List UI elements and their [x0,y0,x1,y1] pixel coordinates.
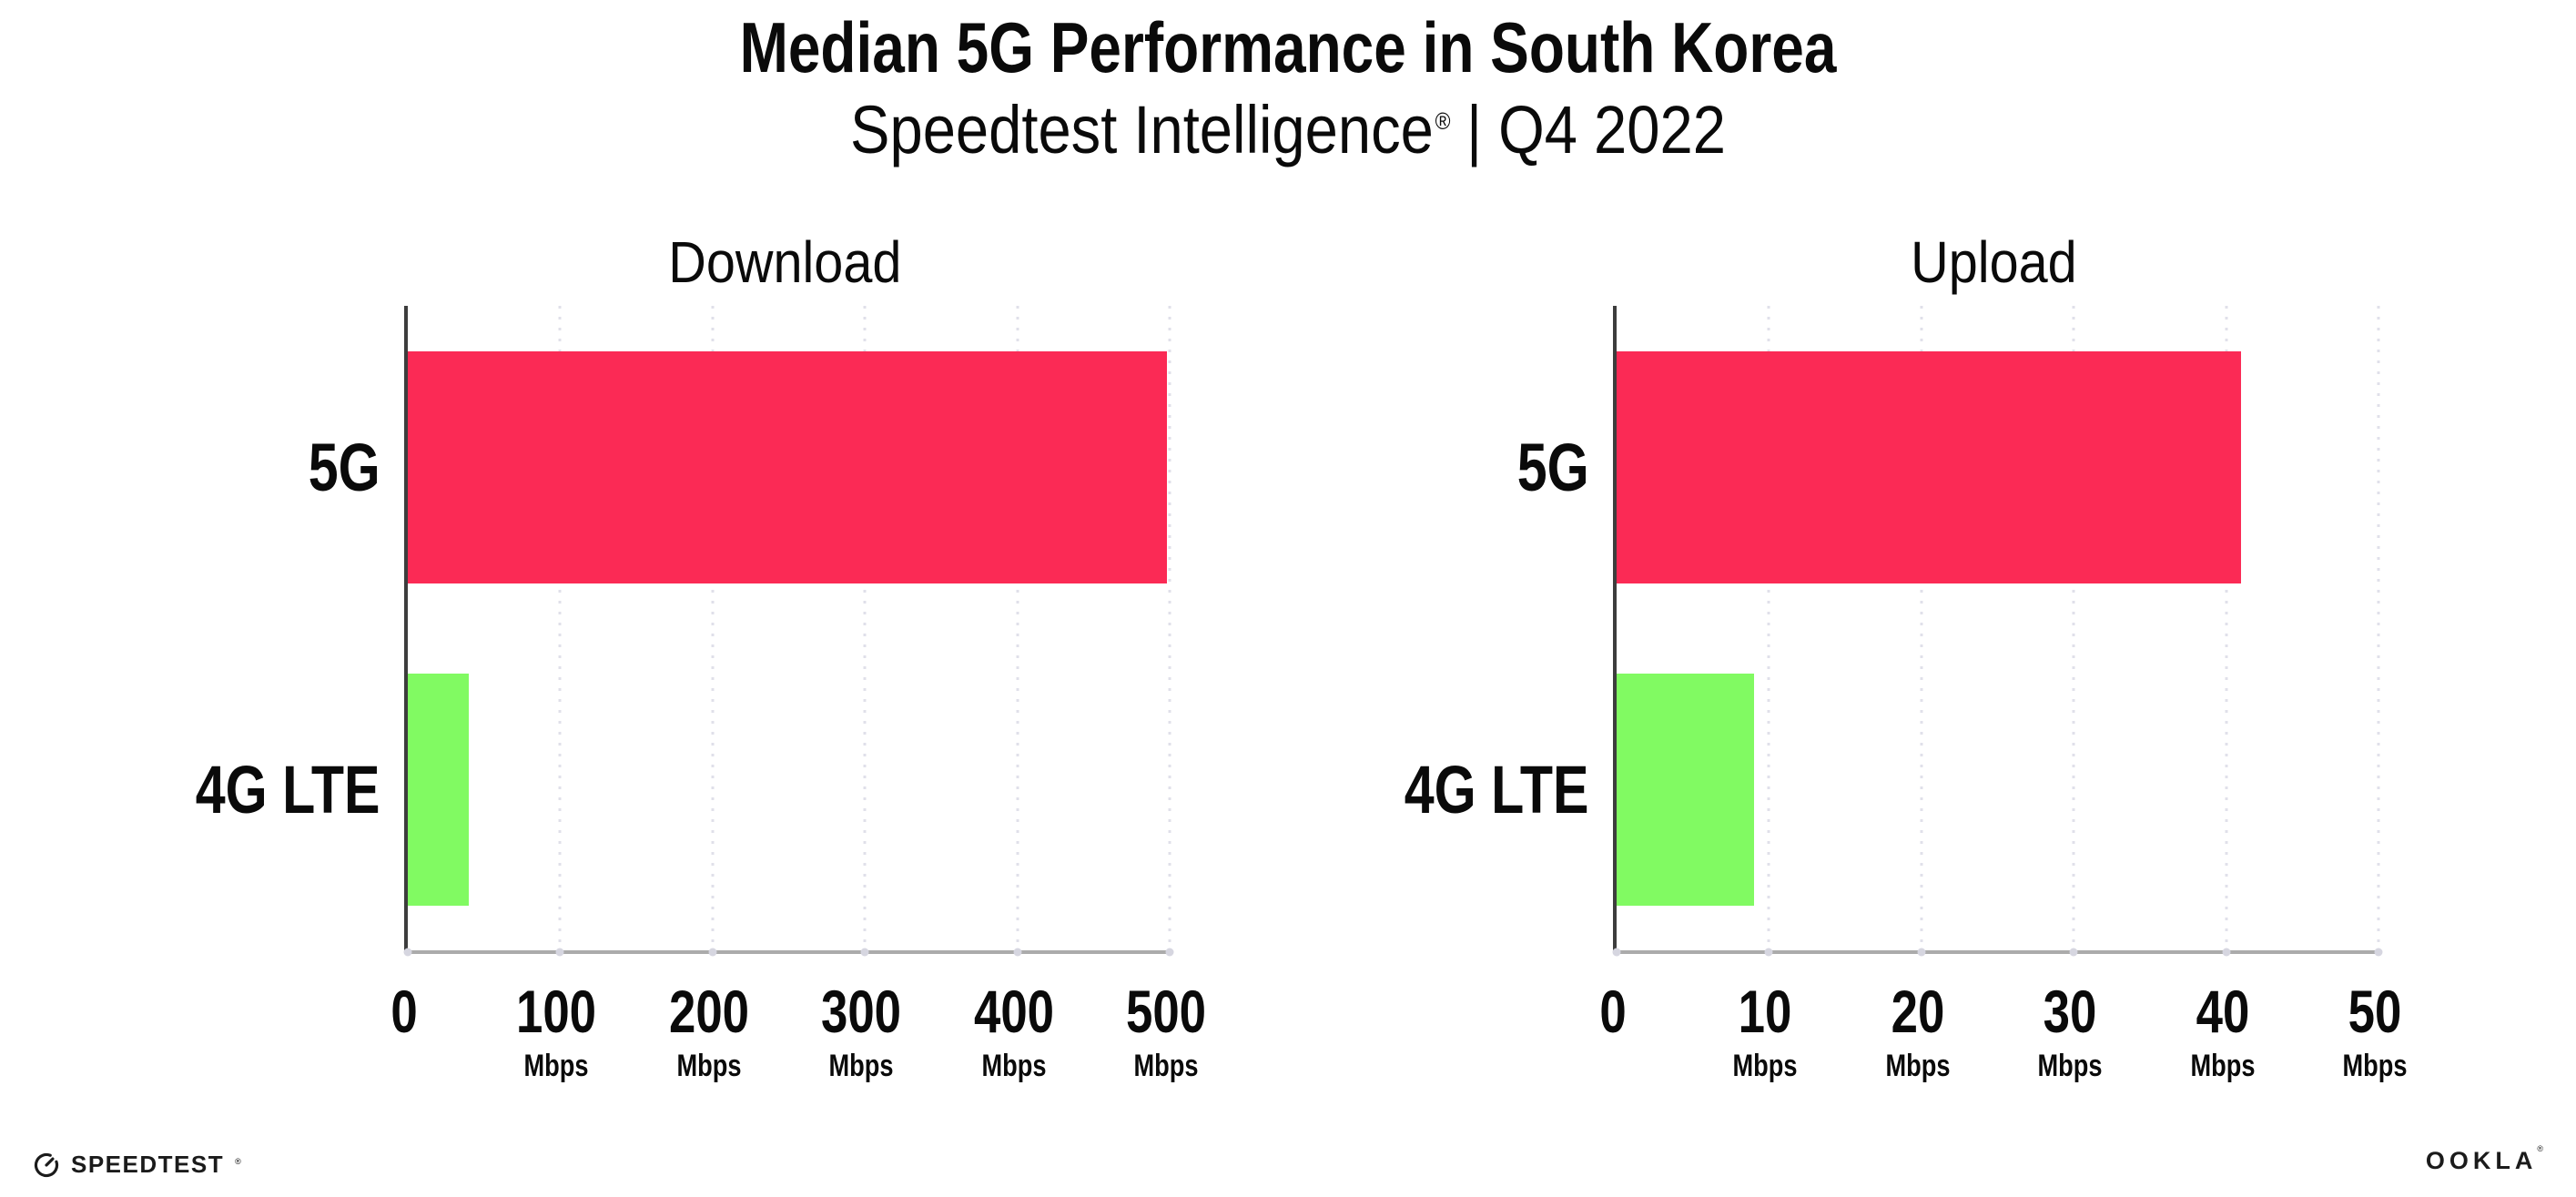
x-tick-unit: Mbps [981,1049,1047,1083]
x-axis: 0 10 Mbps 20 Mbps 30 Mbps 40 Mbps 50 Mbps [1599,950,2407,1114]
x-tick-label: 0 [388,981,421,1041]
x-tick-unit: Mbps [2037,1049,2103,1083]
gridline [711,306,715,950]
x-tick-value: 20 [1891,978,1945,1045]
bar-4g-lte [1617,673,1754,906]
y-axis-labels: 5G 4G LTE [137,306,404,950]
speedtest-gauge-icon [33,1151,60,1179]
x-tick-label: 50 Mbps [2335,981,2416,1081]
x-tick-value: 0 [1599,978,1627,1045]
x-tick-value: 30 [2043,978,2097,1045]
axis-tick-dot [708,948,717,957]
category-label-4g-lte: 4G LTE [1405,751,1589,827]
category-label-5g: 5G [1517,429,1589,505]
ookla-registered-mark: ® [2537,1144,2543,1153]
axis-tick-dot [555,948,564,957]
gridline [1016,306,1019,950]
gridline [1168,306,1171,950]
axis-tick-dot [403,948,412,957]
x-tick-value: 100 [516,978,597,1045]
axis-tick-dot [1013,948,1022,957]
x-tick-unit: Mbps [523,1049,589,1083]
chart-title: Upload [1613,224,2375,306]
plot-area [1612,306,2383,957]
chart-title: Download [404,224,1166,306]
x-tick-label: 40 Mbps [2182,981,2263,1081]
chart-download: Download 5G 4G LTE 0 100 Mbps 200 Mbps 300 Mbps… [137,224,1206,1114]
chart-title-text: Upload [1911,229,2077,295]
x-tick-label: 400 Mbps [964,981,1064,1081]
page-subtitle: Speedtest Intelligence® | Q4 2022 [155,93,2421,167]
x-tick-label: 20 Mbps [1877,981,1958,1081]
gridline [2377,306,2380,950]
category-label-5g: 5G [309,429,380,505]
x-tick-value: 10 [1739,978,1792,1045]
gridline [558,306,562,950]
plot-area [403,306,1174,957]
gridline [1767,306,1770,950]
page-title: Median 5G Performance in South Korea [739,7,1837,87]
x-tick-label: 500 Mbps [1116,981,1216,1081]
axis-tick-dot [1917,948,1926,957]
subtitle-period: | Q4 2022 [1466,92,1726,168]
category-label-4g-lte: 4G LTE [196,751,380,827]
x-tick-unit: Mbps [2190,1049,2256,1083]
chart-upload: Upload 5G 4G LTE 0 10 Mbps 20 Mbps 30 Mbps 40 Mbp… [1345,224,2407,1114]
subtitle-brand: Speedtest Intelligence [850,92,1434,168]
x-tick-unit: Mbps [1885,1049,1951,1083]
x-tick-label: 200 Mbps [659,981,759,1081]
axis-tick-dot [1764,948,1773,957]
bar-4g-lte [408,673,469,906]
axis-tick-dot [2069,948,2078,957]
axis-tick-dot [2222,948,2231,957]
ookla-logo: OOKLA® [2425,1144,2543,1175]
x-tick-label: 300 Mbps [811,981,911,1081]
gridline [2225,306,2228,950]
x-tick-value: 300 [821,978,902,1045]
speedtest-logo: SPEEDTEST ® [33,1151,241,1179]
gridline [2072,306,2075,950]
ookla-label: OOKLA [2425,1147,2538,1174]
axis-tick-dot [1612,948,1621,957]
speedtest-label: SPEEDTEST [71,1151,225,1178]
gridline [1920,306,1923,950]
x-axis: 0 100 Mbps 200 Mbps 300 Mbps 400 Mbps 500 Mbps [390,950,1206,1114]
chart-body: 5G 4G LTE [1345,306,2383,957]
registered-mark: ® [1435,107,1451,136]
x-tick-unit: Mbps [676,1049,742,1083]
x-tick-value: 200 [668,978,749,1045]
x-tick-unit: Mbps [1133,1049,1199,1083]
x-tick-label: 10 Mbps [1725,981,1806,1081]
chart-title-text: Download [668,229,902,295]
axis-tick-dot [860,948,869,957]
bar-5g [1617,350,2242,583]
x-tick-value: 40 [2196,978,2249,1045]
x-tick-unit: Mbps [828,1049,894,1083]
x-tick-label: 100 Mbps [506,981,606,1081]
chart-header: Median 5G Performance in South Korea Spe… [0,5,2576,167]
axis-tick-dot [1165,948,1174,957]
x-tick-value: 0 [390,978,418,1045]
x-tick-unit: Mbps [2342,1049,2408,1083]
chart-body: 5G 4G LTE [137,306,1174,957]
speedtest-registered-mark: ® [235,1156,241,1166]
axis-tick-dot [2374,948,2383,957]
y-axis-labels: 5G 4G LTE [1345,306,1613,950]
x-tick-value: 50 [2348,978,2402,1045]
gridline [863,306,867,950]
x-tick-unit: Mbps [1732,1049,1798,1083]
x-tick-label: 30 Mbps [2030,981,2111,1081]
x-tick-value: 500 [1125,978,1207,1045]
x-tick-label: 0 [1597,981,1630,1041]
bar-5g [408,350,1167,583]
x-tick-value: 400 [973,978,1054,1045]
